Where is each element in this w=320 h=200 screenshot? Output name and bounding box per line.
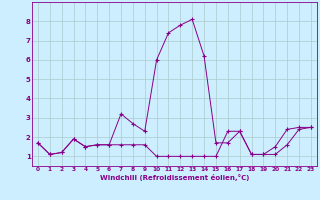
X-axis label: Windchill (Refroidissement éolien,°C): Windchill (Refroidissement éolien,°C) bbox=[100, 174, 249, 181]
